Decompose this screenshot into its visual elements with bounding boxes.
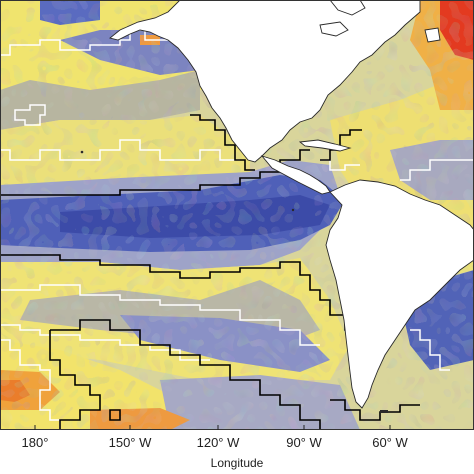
contour-white-atlantic — [400, 159, 474, 181]
contour-lines-black — [0, 114, 420, 430]
contour-black-north — [0, 149, 310, 196]
x-tick-label-120w: 120° W — [196, 435, 240, 450]
contour-white-south2 — [0, 324, 210, 361]
x-tick-marks — [34, 425, 391, 430]
land-masses — [109, 0, 474, 409]
island-hawaii — [80, 150, 84, 154]
map-canvas — [0, 0, 474, 430]
contour-black-south — [0, 254, 355, 331]
land-greenland — [329, 0, 366, 16]
contour-black-west-loop — [49, 330, 101, 430]
contour-white-south-atlantic — [410, 329, 450, 371]
x-tick-label-90w: 90° W — [286, 435, 322, 450]
x-tick-label-180: 180° — [21, 435, 49, 450]
land-north-america — [109, 0, 421, 163]
land-hudson-island — [319, 21, 349, 37]
island-tierra-del-fuego — [380, 410, 388, 413]
contour-black-south-tip — [330, 399, 420, 421]
x-tick-label-60w: 60° W — [372, 435, 408, 450]
contour-white-loop — [14, 104, 46, 126]
land-cuba — [298, 139, 352, 152]
contour-lines-white — [0, 29, 474, 430]
contour-black-atlantic — [320, 129, 362, 161]
contour-white-mid — [0, 139, 240, 161]
contour-black-southern-loop — [50, 319, 321, 430]
land-south-america — [325, 179, 474, 409]
land-newfoundland — [424, 27, 441, 43]
contour-black-box — [109, 409, 121, 421]
map-panel — [0, 0, 474, 430]
contour-white-southwest — [0, 339, 61, 430]
contour-black-baja — [190, 114, 255, 171]
land-central-america — [260, 155, 331, 195]
x-tick-label-150w: 150° W — [108, 435, 152, 450]
island-galapagos — [291, 208, 295, 212]
x-axis-title: Longitude — [210, 456, 264, 470]
islands — [80, 150, 388, 413]
contour-white-south — [0, 284, 320, 346]
